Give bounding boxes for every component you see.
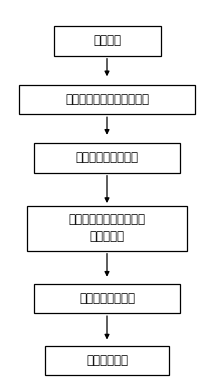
FancyBboxPatch shape [45,346,169,375]
Text: 生成剖面数据结构: 生成剖面数据结构 [79,292,135,305]
Text: 设定剖面: 设定剖面 [93,34,121,48]
FancyBboxPatch shape [54,27,160,55]
FancyBboxPatch shape [34,284,180,313]
FancyBboxPatch shape [34,144,180,172]
FancyBboxPatch shape [19,85,195,114]
Text: 地层数据提取与调整: 地层数据提取与调整 [76,151,138,165]
FancyBboxPatch shape [27,206,187,251]
Text: 地下数据提取、判断和完善: 地下数据提取、判断和完善 [65,93,149,106]
Text: 形成三维模型: 形成三维模型 [86,354,128,367]
Text: 将地层剖面与地层数据结
构进行相交: 将地层剖面与地层数据结 构进行相交 [68,213,146,243]
